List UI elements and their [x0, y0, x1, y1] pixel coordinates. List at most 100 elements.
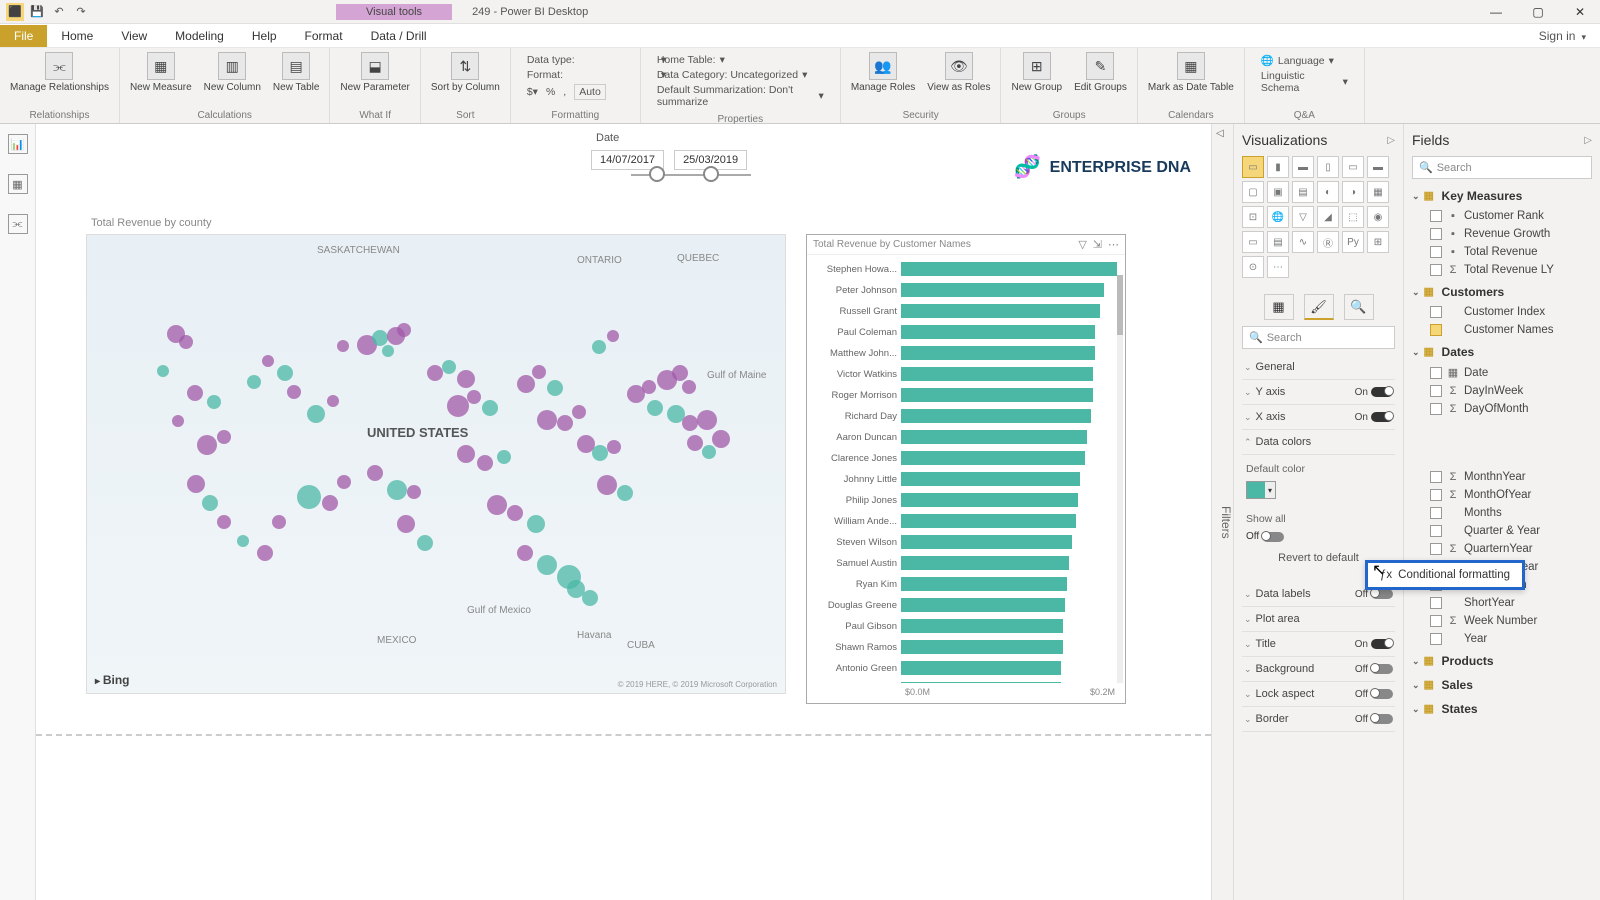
- viz-type-icon[interactable]: Py: [1342, 231, 1364, 253]
- map-dot[interactable]: [367, 465, 383, 481]
- field-item[interactable]: ▪Total Revenue: [1412, 243, 1592, 261]
- ribbon-button[interactable]: ▦New Measure: [126, 50, 196, 96]
- map-dot[interactable]: [207, 395, 221, 409]
- maximize-button[interactable]: ▢: [1518, 0, 1558, 24]
- sign-in[interactable]: Sign in: [1525, 25, 1600, 47]
- field-checkbox[interactable]: [1430, 471, 1442, 483]
- menu-tab-view[interactable]: View: [107, 25, 161, 47]
- filter-icon[interactable]: ▽: [1078, 238, 1086, 251]
- visual-tools-tab[interactable]: Visual tools: [336, 4, 452, 20]
- save-icon[interactable]: 💾: [28, 3, 46, 21]
- viz-type-icon[interactable]: ◑: [1342, 181, 1364, 203]
- bar-chart-visual[interactable]: Total Revenue by Customer Names ▽ ⇲ ⋯ St…: [806, 234, 1126, 704]
- scroll-thumb[interactable]: [1117, 275, 1123, 335]
- viz-type-icon[interactable]: ◉: [1367, 206, 1389, 228]
- map-dot[interactable]: [382, 345, 394, 357]
- viz-type-icon[interactable]: ▯: [1317, 156, 1339, 178]
- viz-type-icon[interactable]: ▭: [1242, 156, 1264, 178]
- format-general[interactable]: ⌄General: [1242, 355, 1395, 380]
- map-dot[interactable]: [427, 365, 443, 381]
- field-checkbox[interactable]: [1430, 246, 1442, 258]
- map-dot[interactable]: [202, 495, 218, 511]
- date-slider[interactable]: [631, 174, 751, 176]
- bar-row[interactable]: Douglas Greene: [811, 595, 1117, 615]
- map-dot[interactable]: [307, 405, 325, 423]
- map-dot[interactable]: [507, 505, 523, 521]
- map-dot[interactable]: [527, 515, 545, 533]
- default-color-swatch[interactable]: [1246, 481, 1276, 499]
- field-item[interactable]: Year: [1412, 630, 1592, 648]
- map-dot[interactable]: [702, 445, 716, 459]
- menu-tab-datadrill[interactable]: Data / Drill: [357, 25, 441, 47]
- report-canvas[interactable]: Date 14/07/2017 25/03/2019 🧬 ENTERPRISE …: [36, 124, 1211, 900]
- visualizations-title[interactable]: Visualizations: [1242, 132, 1395, 148]
- map-dot[interactable]: [647, 400, 663, 416]
- viz-type-icon[interactable]: ▬: [1292, 156, 1314, 178]
- field-item[interactable]: ΣTotal Revenue LY: [1412, 261, 1592, 279]
- field-checkbox[interactable]: [1430, 306, 1442, 318]
- map-dot[interactable]: [157, 365, 169, 377]
- field-checkbox[interactable]: [1430, 403, 1442, 415]
- field-item[interactable]: ▦Date: [1412, 363, 1592, 382]
- file-tab[interactable]: File: [0, 25, 47, 47]
- map-dot[interactable]: [592, 340, 606, 354]
- bar-row[interactable]: Samuel Austin: [811, 553, 1117, 573]
- format-lockaspect[interactable]: ⌄Lock aspectOff: [1242, 682, 1395, 707]
- format-plotarea[interactable]: ⌄Plot area: [1242, 607, 1395, 632]
- viz-type-icon[interactable]: ▢: [1242, 181, 1264, 203]
- field-item[interactable]: Quarter & Year: [1412, 522, 1592, 540]
- format-title[interactable]: ⌄TitleOn: [1242, 632, 1395, 657]
- map-dot[interactable]: [487, 495, 507, 515]
- ribbon-button[interactable]: ✎Edit Groups: [1070, 50, 1131, 96]
- map-dot[interactable]: [247, 375, 261, 389]
- map-dot[interactable]: [557, 415, 573, 431]
- viz-type-icon[interactable]: ▤: [1292, 181, 1314, 203]
- map-dot[interactable]: [262, 355, 274, 367]
- field-group-header[interactable]: ⌄▦Customers: [1412, 281, 1592, 303]
- viz-type-icon[interactable]: ▽: [1292, 206, 1314, 228]
- field-group-header[interactable]: ⌄▦Dates: [1412, 341, 1592, 363]
- map-dot[interactable]: [337, 340, 349, 352]
- field-checkbox[interactable]: [1430, 210, 1442, 222]
- more-icon[interactable]: ⋯: [1108, 238, 1119, 251]
- field-item[interactable]: ΣMonthOfYear: [1412, 486, 1592, 504]
- map-dot[interactable]: [197, 435, 217, 455]
- field-item[interactable]: ▪Revenue Growth: [1412, 225, 1592, 243]
- fields-title[interactable]: Fields: [1412, 132, 1592, 148]
- field-item[interactable]: Customer Names: [1412, 321, 1592, 339]
- map-visual[interactable]: Total Revenue by county Bing © 2019 HERE…: [86, 234, 786, 694]
- map-dot[interactable]: [617, 485, 633, 501]
- map-dot[interactable]: [537, 410, 557, 430]
- map-dot[interactable]: [327, 395, 339, 407]
- map-dot[interactable]: [682, 380, 696, 394]
- map-dot[interactable]: [187, 475, 205, 493]
- model-view-icon[interactable]: ⫘: [8, 214, 28, 234]
- map-dot[interactable]: [537, 555, 557, 575]
- viz-type-icon[interactable]: ⊙: [1242, 256, 1264, 278]
- map-dot[interactable]: [179, 335, 193, 349]
- field-item[interactable]: ΣMonthnYear: [1412, 468, 1592, 486]
- bar-row[interactable]: Russell Fox: [811, 679, 1117, 683]
- currency-icon[interactable]: $▾: [527, 86, 538, 98]
- field-checkbox[interactable]: [1430, 615, 1442, 627]
- map-dot[interactable]: [592, 445, 608, 461]
- bar-row[interactable]: Stephen Howa...: [811, 259, 1117, 279]
- scrollbar[interactable]: [1117, 275, 1123, 683]
- map-dot[interactable]: [467, 390, 481, 404]
- ribbon-button[interactable]: ▥New Column: [200, 50, 265, 96]
- new-parameter-button[interactable]: ⬓New Parameter: [336, 50, 413, 96]
- ribbon-button[interactable]: 👁View as Roles: [923, 50, 994, 96]
- field-item[interactable]: ShortYear: [1412, 594, 1592, 612]
- field-item[interactable]: ▪Customer Rank: [1412, 207, 1592, 225]
- menu-tab-modeling[interactable]: Modeling: [161, 25, 238, 47]
- map-dot[interactable]: [477, 455, 493, 471]
- map-dot[interactable]: [297, 485, 321, 509]
- percent-icon[interactable]: %: [546, 86, 555, 98]
- field-item[interactable]: Months: [1412, 504, 1592, 522]
- bar-row[interactable]: Matthew John...: [811, 343, 1117, 363]
- format-mode-icon[interactable]: 🖌: [1304, 294, 1334, 320]
- format-search[interactable]: 🔍Search: [1242, 326, 1395, 349]
- bar-row[interactable]: Johnny Little: [811, 469, 1117, 489]
- bar-row[interactable]: Ryan Kim: [811, 574, 1117, 594]
- viz-type-icon[interactable]: ⊞: [1367, 231, 1389, 253]
